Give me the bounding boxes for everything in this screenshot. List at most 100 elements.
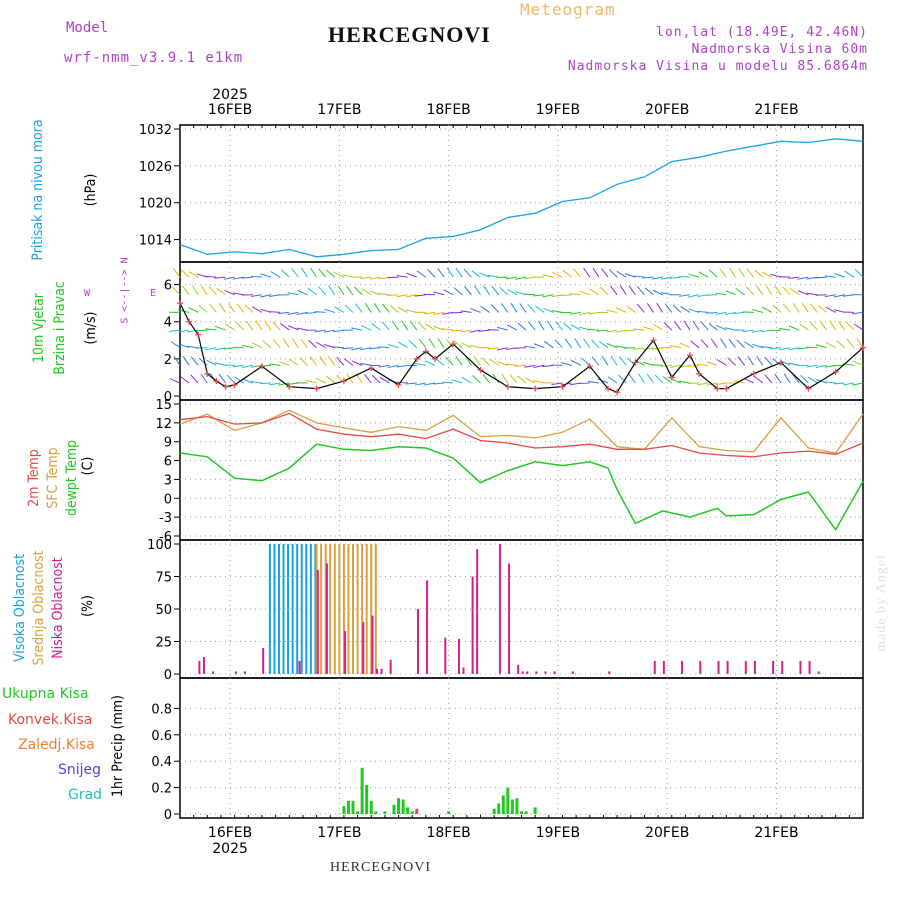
- wind-barb: [343, 358, 354, 366]
- wind-barb: [226, 374, 236, 384]
- wind-barb: [437, 338, 445, 348]
- wind-barb: [789, 288, 800, 296]
- wind-barb: [570, 359, 581, 366]
- credit-watermark: made by Angel: [874, 554, 889, 652]
- precip-total-bar: [342, 806, 346, 814]
- wind-barb: [578, 311, 590, 316]
- wind-barb: [569, 311, 581, 315]
- precip-total-bar: [515, 798, 519, 814]
- wind-barb: [738, 267, 746, 278]
- wind-barb: [461, 376, 472, 384]
- wind-speed-marker: [832, 368, 839, 375]
- wind-barb: [241, 276, 253, 279]
- wind-barb: [200, 373, 208, 384]
- wind-barb: [779, 327, 791, 331]
- meteogram-label: Meteogram: [520, 0, 616, 19]
- wind-barb: [482, 373, 491, 384]
- wind-barb: [782, 286, 791, 296]
- y-tick-label: 0.4: [151, 755, 172, 770]
- wind-barb: [291, 338, 299, 348]
- wind-barb: [542, 364, 554, 368]
- wind-barb: [288, 325, 299, 331]
- wind-barb: [856, 338, 864, 348]
- wind-barb: [833, 294, 845, 298]
- precip-legend-convective: Konvek.Kisa: [8, 712, 93, 728]
- wind-barb: [797, 347, 809, 350]
- wind-barb: [510, 302, 518, 313]
- wind-barb: [524, 293, 536, 296]
- wind-barb: [788, 325, 800, 331]
- bottom-day-label: 18FEB: [426, 825, 470, 841]
- wind-barb: [178, 343, 190, 349]
- wind-barb: [774, 373, 782, 384]
- wind-barb: [310, 267, 318, 278]
- wind-barb: [782, 303, 791, 313]
- wind-barb: [319, 355, 327, 366]
- wind-barb: [344, 304, 354, 313]
- precip-total-bar: [533, 807, 537, 814]
- y-tick-label: 75: [155, 571, 172, 586]
- wind-speed-marker: [286, 383, 293, 390]
- wind-barb: [224, 289, 235, 296]
- wind-barb: [525, 377, 536, 384]
- wind-barb: [679, 294, 691, 297]
- wind-barb: [569, 293, 581, 296]
- top-day-label: 21FEB: [754, 102, 798, 118]
- wind-barb: [560, 294, 572, 297]
- wind-barb: [579, 290, 590, 296]
- wind-barb: [578, 382, 590, 385]
- wind-barb: [737, 356, 746, 366]
- wind-barb: [774, 285, 782, 296]
- wind-barb: [636, 286, 645, 296]
- wind-speed-marker: [586, 363, 593, 370]
- wind-barb: [517, 322, 527, 331]
- wind-barb: [218, 373, 226, 384]
- dewpoint-line: [179, 443, 864, 532]
- wind-barb: [515, 276, 527, 280]
- wind-barb: [710, 338, 718, 348]
- wind-barb: [792, 302, 800, 313]
- wind-barb: [688, 364, 700, 367]
- wind-barb: [406, 272, 417, 278]
- y-tick-label: 100: [147, 538, 172, 553]
- precip-total-bar: [351, 800, 355, 814]
- wind-barb: [433, 325, 445, 331]
- wind-barb: [242, 344, 253, 349]
- wind-barb: [214, 347, 226, 351]
- y-tick-label: 1020: [139, 197, 172, 212]
- wind-barb: [554, 339, 563, 349]
- wind-barb: [846, 338, 855, 349]
- wind-barb: [280, 269, 290, 278]
- wind-speed-marker: [632, 359, 639, 366]
- wind-barb: [287, 292, 299, 296]
- wind-barb: [692, 320, 700, 331]
- precip-legend-total: Ukupna Kisa: [2, 686, 89, 702]
- wind-barb: [817, 304, 827, 313]
- wind-barb: [360, 276, 372, 280]
- wind-barb: [533, 364, 545, 368]
- wind-barb: [806, 346, 818, 349]
- wind-barb: [433, 382, 445, 385]
- wind-barb: [291, 268, 299, 278]
- wind-barb: [234, 376, 245, 384]
- wind-barb: [414, 294, 426, 297]
- wind-barb: [551, 310, 563, 313]
- wind-barb: [315, 377, 326, 384]
- wind-barb: [824, 381, 836, 384]
- wind-barb: [241, 364, 253, 368]
- wind-barb: [260, 294, 272, 298]
- wind-barb: [587, 328, 599, 331]
- wind-speed-marker: [413, 355, 420, 362]
- y-tick-label: 3: [164, 473, 172, 488]
- wind-barb: [788, 347, 800, 351]
- wind-barb: [297, 289, 308, 296]
- wind-barb: [405, 294, 417, 298]
- wind-barb: [216, 287, 226, 296]
- wind-barb: [191, 285, 199, 296]
- wind-barb: [463, 268, 472, 278]
- wind-barb: [509, 374, 518, 384]
- wind-barb: [442, 381, 454, 384]
- panel-frame-temp: [179, 399, 864, 541]
- wind-barb: [519, 303, 527, 313]
- wind-barb: [414, 382, 426, 386]
